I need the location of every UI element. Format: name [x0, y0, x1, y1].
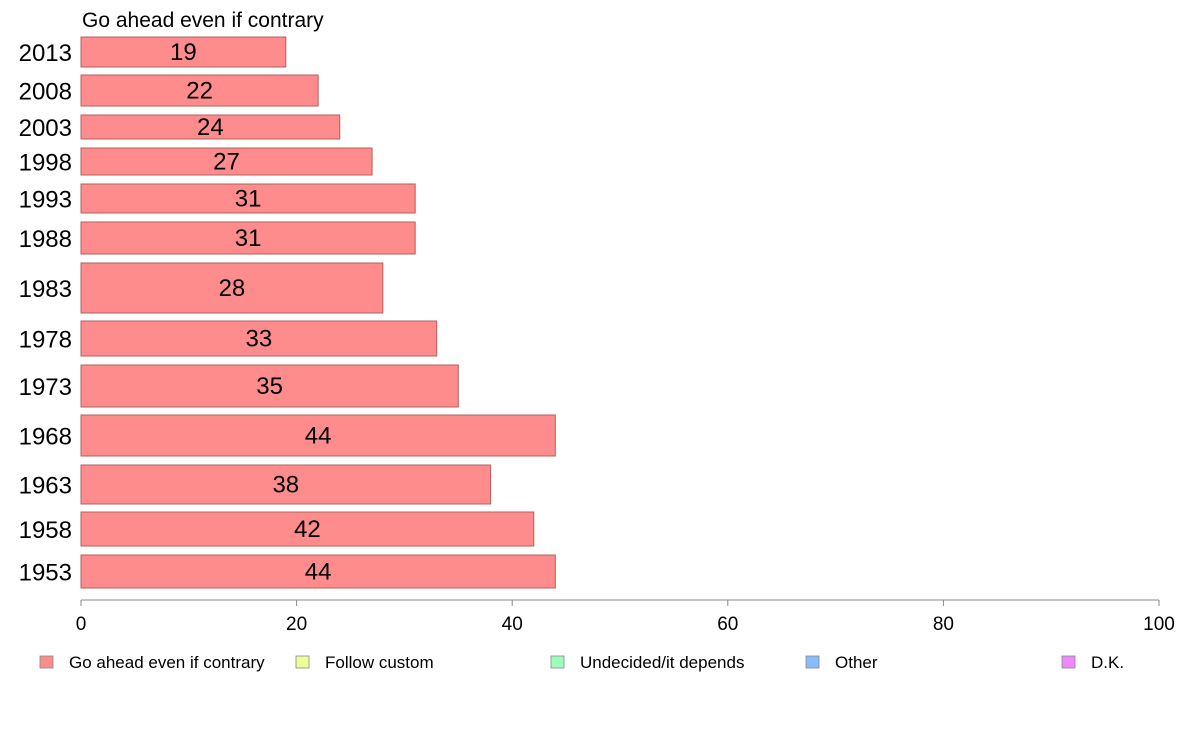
x-tick-label: 80 [933, 614, 954, 635]
bar-1983 [80, 262, 384, 314]
category-label: 1958 [19, 517, 72, 544]
bar-2003 [80, 114, 341, 140]
bar-value-label: 35 [256, 373, 283, 400]
bar-1968 [80, 414, 556, 457]
category-label: 2008 [19, 79, 72, 106]
bar-2013 [80, 36, 287, 68]
bar-1963 [80, 464, 492, 505]
bar-1958 [80, 511, 535, 547]
legend-label: Follow custom [325, 653, 434, 672]
legend-swatch [295, 655, 310, 669]
category-label: 1983 [19, 276, 72, 303]
category-label: 1998 [19, 150, 72, 177]
x-tick-label: 100 [1143, 614, 1175, 635]
bar-value-label: 28 [219, 275, 246, 302]
legend-swatch [1061, 655, 1076, 669]
legend: Go ahead even if contrary Follow custom Un… [39, 653, 1124, 672]
x-tick-label: 0 [76, 614, 87, 635]
legend-swatch [39, 655, 54, 669]
legend-label: Other [835, 653, 878, 672]
category-label: 2013 [19, 40, 72, 67]
category-label: 2003 [19, 115, 72, 142]
category-label: 1973 [19, 374, 72, 401]
bar-value-label: 42 [294, 516, 321, 543]
category-label: 1978 [19, 327, 72, 354]
bar-2008 [80, 74, 319, 107]
bar-1953 [80, 554, 556, 589]
category-label: 1993 [19, 187, 72, 214]
bar-value-label: 27 [213, 149, 240, 176]
bar-1978 [80, 320, 438, 357]
x-tick-label: 20 [286, 614, 307, 635]
bar-value-label: 44 [305, 423, 332, 450]
bar-value-label: 44 [305, 559, 332, 586]
x-tick-label: 60 [717, 614, 738, 635]
legend-swatch [550, 655, 565, 669]
legend-label: Go ahead even if contrary [69, 653, 265, 672]
x-tick-label: 40 [502, 614, 523, 635]
bar-1973 [80, 364, 459, 408]
bar-value-label: 19 [170, 39, 197, 66]
bar-1998 [80, 147, 373, 176]
x-axis: 0 20 40 60 80 100 [76, 599, 1175, 635]
category-label: 1968 [19, 424, 72, 451]
bar-value-label: 24 [197, 114, 224, 141]
legend-swatch [805, 655, 820, 669]
category-label: 1988 [19, 226, 72, 253]
bars-group: 19 2013 22 2008 24 2003 27 1998 31 1993 31 1988 28 19… [19, 36, 556, 589]
category-label: 1953 [19, 560, 72, 587]
series-title: Go ahead even if contrary [82, 9, 324, 32]
bar-value-label: 22 [186, 78, 213, 105]
bar-value-label: 38 [272, 472, 299, 499]
bar-value-label: 33 [246, 326, 273, 353]
legend-label: Undecided/it depends [580, 653, 744, 672]
category-label: 1963 [19, 473, 72, 500]
bar-1993 [80, 183, 416, 214]
bar-value-label: 31 [235, 225, 262, 252]
bar-1988 [80, 221, 416, 255]
bar-value-label: 31 [235, 186, 262, 213]
legend-label: D.K. [1091, 653, 1124, 672]
